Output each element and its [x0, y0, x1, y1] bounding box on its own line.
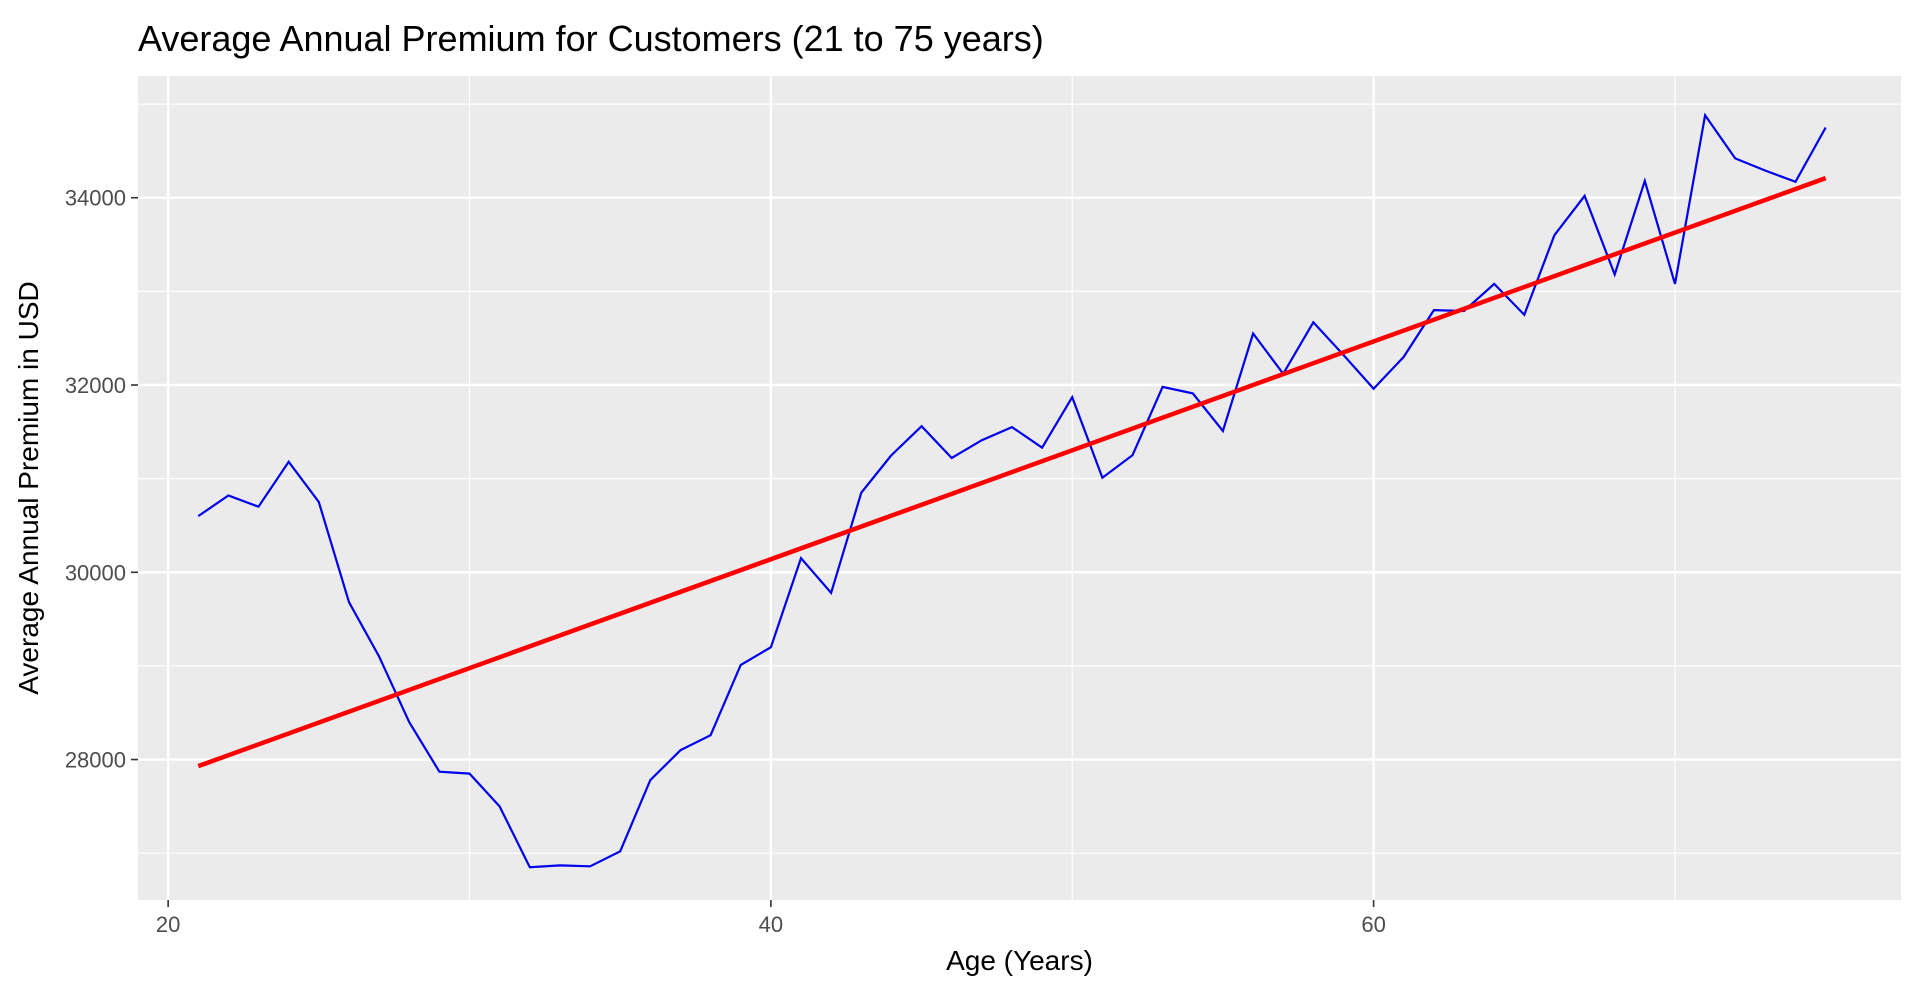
y-tick-label: 28000	[65, 748, 126, 773]
x-tick-label: 60	[1361, 912, 1385, 937]
y-tick-label: 34000	[65, 186, 126, 211]
y-axis-title: Average Annual Premium in USD	[13, 281, 44, 694]
x-tick-label: 40	[759, 912, 783, 937]
axis-ticks	[131, 196, 1375, 907]
premium-line	[197, 112, 1827, 869]
chart-title: Average Annual Premium for Customers (21…	[138, 18, 1044, 59]
plot-panel	[138, 76, 1901, 900]
major-gridlines	[138, 76, 1901, 900]
x-tick-label: 20	[156, 912, 180, 937]
series-layer	[197, 112, 1827, 869]
x-axis-title: Age (Years)	[946, 945, 1093, 976]
tick-labels: 20 40 60 28000 30000 32000 34000	[65, 186, 1386, 937]
trend-line	[197, 175, 1827, 769]
y-tick-label: 30000	[65, 560, 126, 585]
y-tick-label: 32000	[65, 373, 126, 398]
minor-gridlines	[138, 76, 1901, 900]
